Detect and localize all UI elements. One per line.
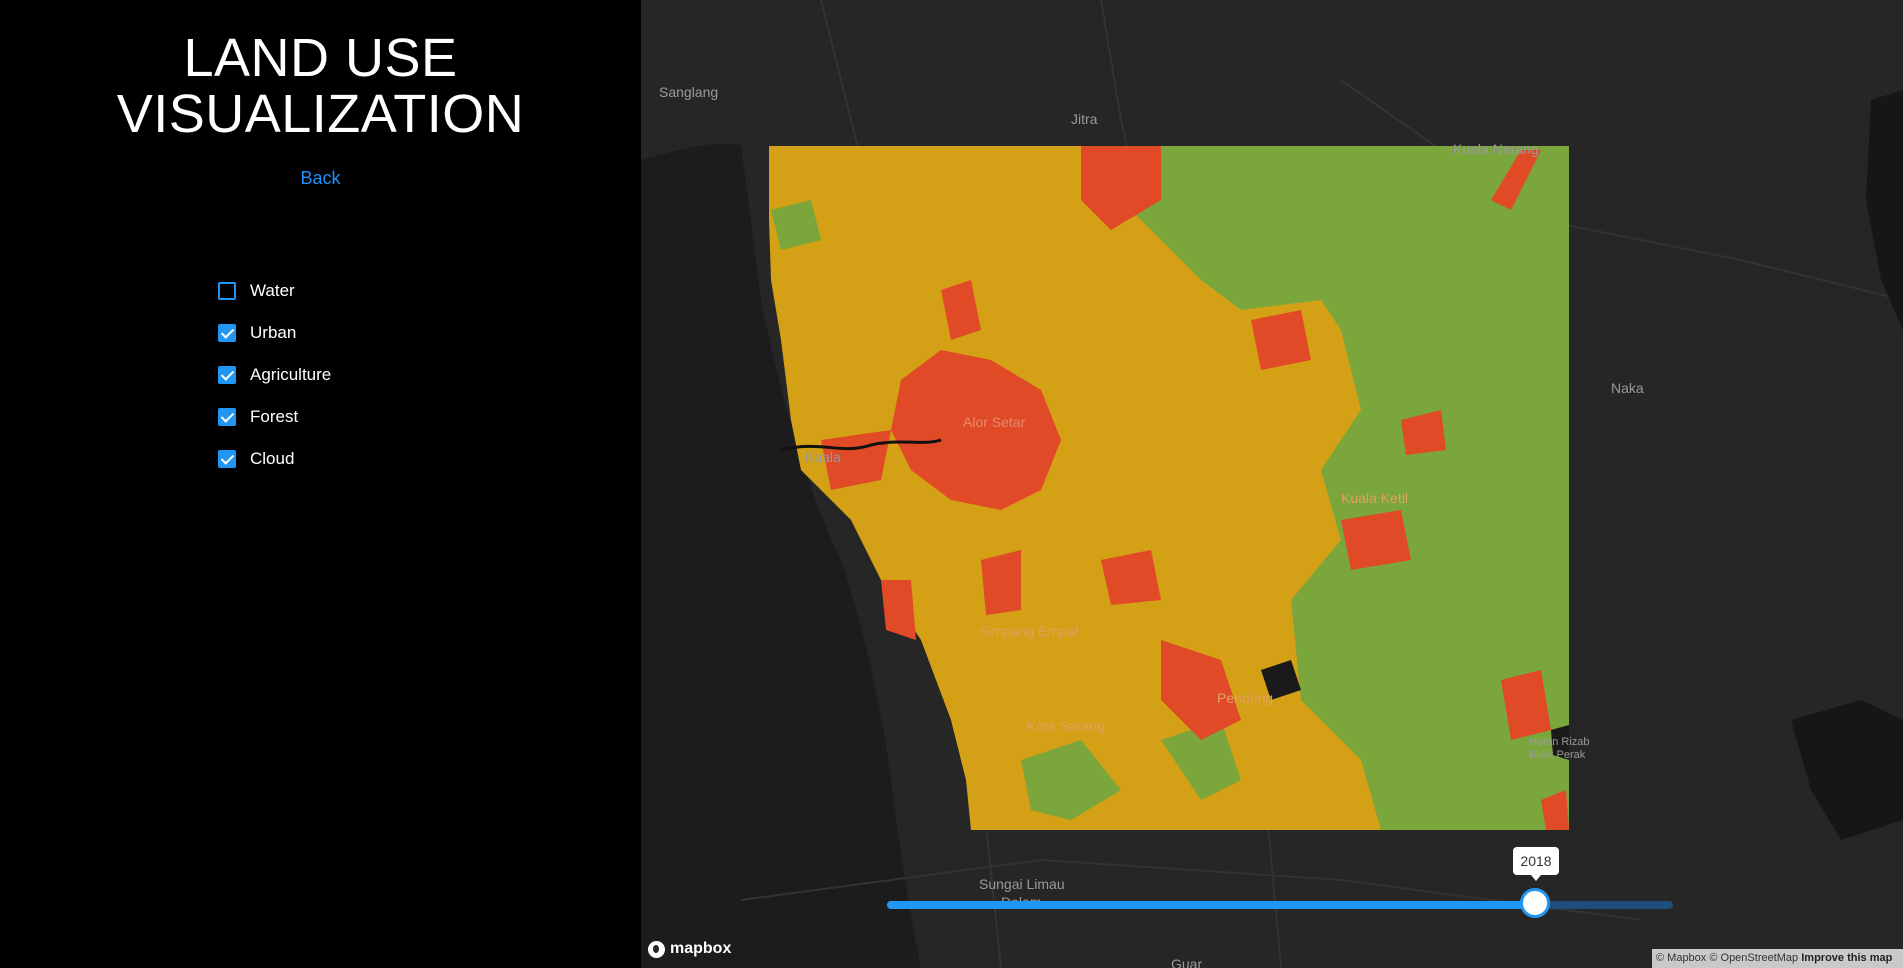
place-label: Naka bbox=[1611, 380, 1644, 396]
place-label: Sanglang bbox=[659, 84, 719, 100]
place-label: Sungai Limau bbox=[979, 876, 1065, 892]
year-slider[interactable] bbox=[887, 888, 1673, 918]
urban-area bbox=[891, 350, 1061, 510]
map-basemap bbox=[641, 0, 1903, 968]
attribution-text[interactable]: © Mapbox © OpenStreetMap bbox=[1656, 952, 1799, 964]
place-label: Jitra bbox=[1071, 111, 1098, 127]
layer-label-agriculture: Agriculture bbox=[250, 365, 332, 384]
urban-area bbox=[1251, 310, 1311, 370]
year-slider-fill bbox=[887, 901, 1536, 909]
water-body bbox=[1261, 660, 1301, 700]
urban-area bbox=[1491, 150, 1541, 210]
place-label: Bukit Perak bbox=[1529, 749, 1586, 761]
lake-area bbox=[1791, 700, 1903, 840]
place-label: Kuala Nerang bbox=[1453, 141, 1539, 157]
road-line bbox=[740, 858, 1642, 921]
urban-area bbox=[1101, 550, 1161, 605]
page-title-line2: VISUALIZATION bbox=[116, 84, 525, 144]
layer-label-water: Water bbox=[250, 281, 295, 300]
page-title: LAND USE VISUALIZATION bbox=[0, 30, 641, 142]
forest-area bbox=[1121, 146, 1569, 830]
place-label: Kuala bbox=[805, 449, 841, 465]
layer-toggle-urban[interactable]: Urban bbox=[218, 312, 331, 354]
layer-label-urban: Urban bbox=[250, 323, 297, 342]
urban-area bbox=[1541, 790, 1569, 830]
layer-toggle-agriculture[interactable]: Agriculture bbox=[218, 354, 331, 396]
place-label: Alor Setar bbox=[963, 414, 1026, 430]
place-label: Simpang Empat bbox=[979, 623, 1079, 639]
mapbox-logo-text: mapbox bbox=[670, 940, 732, 957]
map-canvas[interactable]: Sanglang Jitra Kuala Nerang Naka Alor Se… bbox=[641, 0, 1903, 968]
layer-toggle-cloud[interactable]: Cloud bbox=[218, 438, 331, 480]
improve-map-link[interactable]: Improve this map bbox=[1801, 952, 1893, 964]
mapbox-icon bbox=[648, 940, 665, 958]
year-tooltip: 2018 bbox=[1513, 847, 1559, 881]
urban-area bbox=[1161, 640, 1241, 740]
place-label: Kuala Ketil bbox=[1341, 490, 1408, 506]
sea-area bbox=[641, 143, 921, 968]
layer-toggle-forest[interactable]: Forest bbox=[218, 396, 331, 438]
urban-area bbox=[881, 580, 916, 640]
layer-label-cloud: Cloud bbox=[250, 449, 295, 468]
urban-checkbox[interactable] bbox=[218, 324, 236, 342]
cloud-checkbox[interactable] bbox=[218, 450, 236, 468]
lake-area bbox=[1866, 90, 1903, 330]
layer-label-forest: Forest bbox=[250, 407, 299, 426]
layer-toggle-list: Water Urban Agriculture Forest Cloud bbox=[218, 270, 331, 480]
urban-area bbox=[1401, 410, 1446, 455]
year-slider-thumb[interactable] bbox=[1520, 888, 1551, 918]
sidebar: LAND USE VISUALIZATION Back Water Urban … bbox=[0, 0, 641, 968]
urban-area bbox=[1081, 146, 1161, 230]
forest-area bbox=[771, 200, 821, 250]
forest-area bbox=[1021, 740, 1121, 820]
water-checkbox[interactable] bbox=[218, 282, 236, 300]
place-label: Pendang bbox=[1217, 690, 1274, 706]
map-attribution: © Mapbox © OpenStreetMap Improve this ma… bbox=[1652, 949, 1903, 968]
water-body bbox=[1551, 725, 1569, 760]
place-label: Kota Sarang bbox=[1027, 718, 1105, 734]
forest-checkbox[interactable] bbox=[218, 408, 236, 426]
place-label: Guar bbox=[1171, 956, 1203, 968]
urban-area bbox=[1341, 510, 1411, 570]
land-use-overlay bbox=[769, 146, 1569, 830]
place-label: Hutan Rizab bbox=[1529, 736, 1590, 748]
river-line bbox=[780, 438, 942, 452]
urban-area bbox=[1501, 670, 1551, 740]
back-link[interactable]: Back bbox=[300, 168, 341, 188]
page-title-line1: LAND USE bbox=[183, 28, 458, 88]
agriculture-checkbox[interactable] bbox=[218, 366, 236, 384]
urban-area bbox=[981, 550, 1021, 615]
layer-toggle-water[interactable]: Water bbox=[218, 270, 331, 312]
forest-area bbox=[1161, 720, 1241, 800]
mapbox-logo[interactable]: mapbox bbox=[648, 940, 731, 958]
urban-area bbox=[941, 280, 981, 340]
